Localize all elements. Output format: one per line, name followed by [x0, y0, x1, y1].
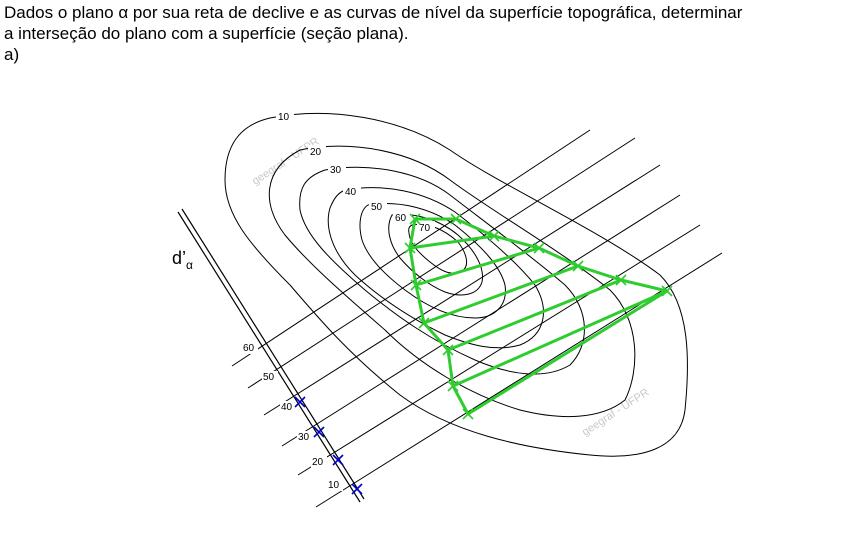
- section-segment-5: [451, 289, 669, 388]
- intersection-mark: [661, 285, 673, 297]
- intersection-mark: [488, 230, 500, 242]
- contour-20: [268, 145, 636, 417]
- graduation-label-60: 60: [243, 343, 255, 354]
- contour-50: [359, 203, 506, 319]
- section-segment-1: [408, 234, 496, 250]
- intersection-mark: [615, 274, 627, 286]
- plane-line-30: [281, 194, 681, 447]
- plane-line-40: [263, 164, 661, 416]
- contour-10: [224, 112, 688, 457]
- graduation-label-40: 40: [281, 402, 293, 413]
- watermark-top: geegraf - UFPR: [250, 135, 321, 187]
- slope-line-label-sub: α: [186, 258, 193, 272]
- contour-40: [327, 187, 544, 349]
- intersection-mark: [409, 213, 421, 225]
- intersection-mark: [418, 317, 430, 329]
- slope-line-label: d’α: [172, 248, 193, 272]
- section-segment-3: [422, 264, 580, 325]
- intersection-mark: [450, 213, 462, 225]
- mark-40: [294, 396, 306, 408]
- mark-20: [332, 454, 344, 466]
- intersection-mark: [533, 242, 545, 254]
- graduation-label-20: 20: [312, 457, 324, 468]
- contour-60: [388, 213, 484, 296]
- problem-statement: Dados o plano α por sua reta de declive …: [4, 2, 864, 44]
- section-segment-4: [446, 278, 623, 352]
- graduation-label-50: 50: [263, 372, 275, 383]
- intersection-mark: [447, 380, 459, 392]
- graduation-labels: 60 50 40 30 20 10: [242, 342, 343, 491]
- intersection-mark: [442, 344, 454, 356]
- section-segment-6: [466, 289, 669, 416]
- plane-line-20: [297, 224, 701, 476]
- intersection-mark: [404, 242, 416, 254]
- slope-line-label-main: d’: [172, 248, 186, 268]
- contour-label-60: 60: [395, 213, 407, 224]
- contour-lines: [224, 112, 688, 457]
- contour-label-30: 30: [330, 165, 342, 176]
- contour-70: [408, 223, 467, 274]
- graduation-label-10: 10: [328, 480, 340, 491]
- item-label: a): [4, 45, 20, 64]
- contour-label-70: 70: [419, 223, 431, 234]
- slope-line: [177, 208, 365, 503]
- intersection-mark: [572, 260, 584, 272]
- contour-label-50: 50: [371, 202, 383, 213]
- contour-labels: 10 20 30 40 50 60 70: [276, 110, 435, 234]
- mark-30: [313, 426, 325, 438]
- intersection-mark: [410, 279, 422, 291]
- contour-30: [299, 166, 585, 375]
- statement-line-2: a interseção do plano com a superfície (…: [4, 24, 409, 43]
- contour-label-10: 10: [278, 112, 290, 123]
- intersection-marks: [404, 213, 673, 420]
- mark-10: [351, 483, 363, 495]
- contour-label-40: 40: [345, 187, 357, 198]
- watermark-bottom: geegraf - UFPR: [580, 386, 651, 438]
- plane-level-lines: [231, 129, 723, 508]
- plane-line-50: [247, 137, 636, 389]
- section-segment-2: [414, 246, 541, 287]
- contour-label-20: 20: [310, 147, 322, 158]
- intersection-mark: [462, 408, 474, 420]
- statement-line-1: Dados o plano α por sua reta de declive …: [4, 3, 743, 22]
- graduation-marks: [294, 396, 363, 495]
- graduation-label-30: 30: [298, 432, 310, 443]
